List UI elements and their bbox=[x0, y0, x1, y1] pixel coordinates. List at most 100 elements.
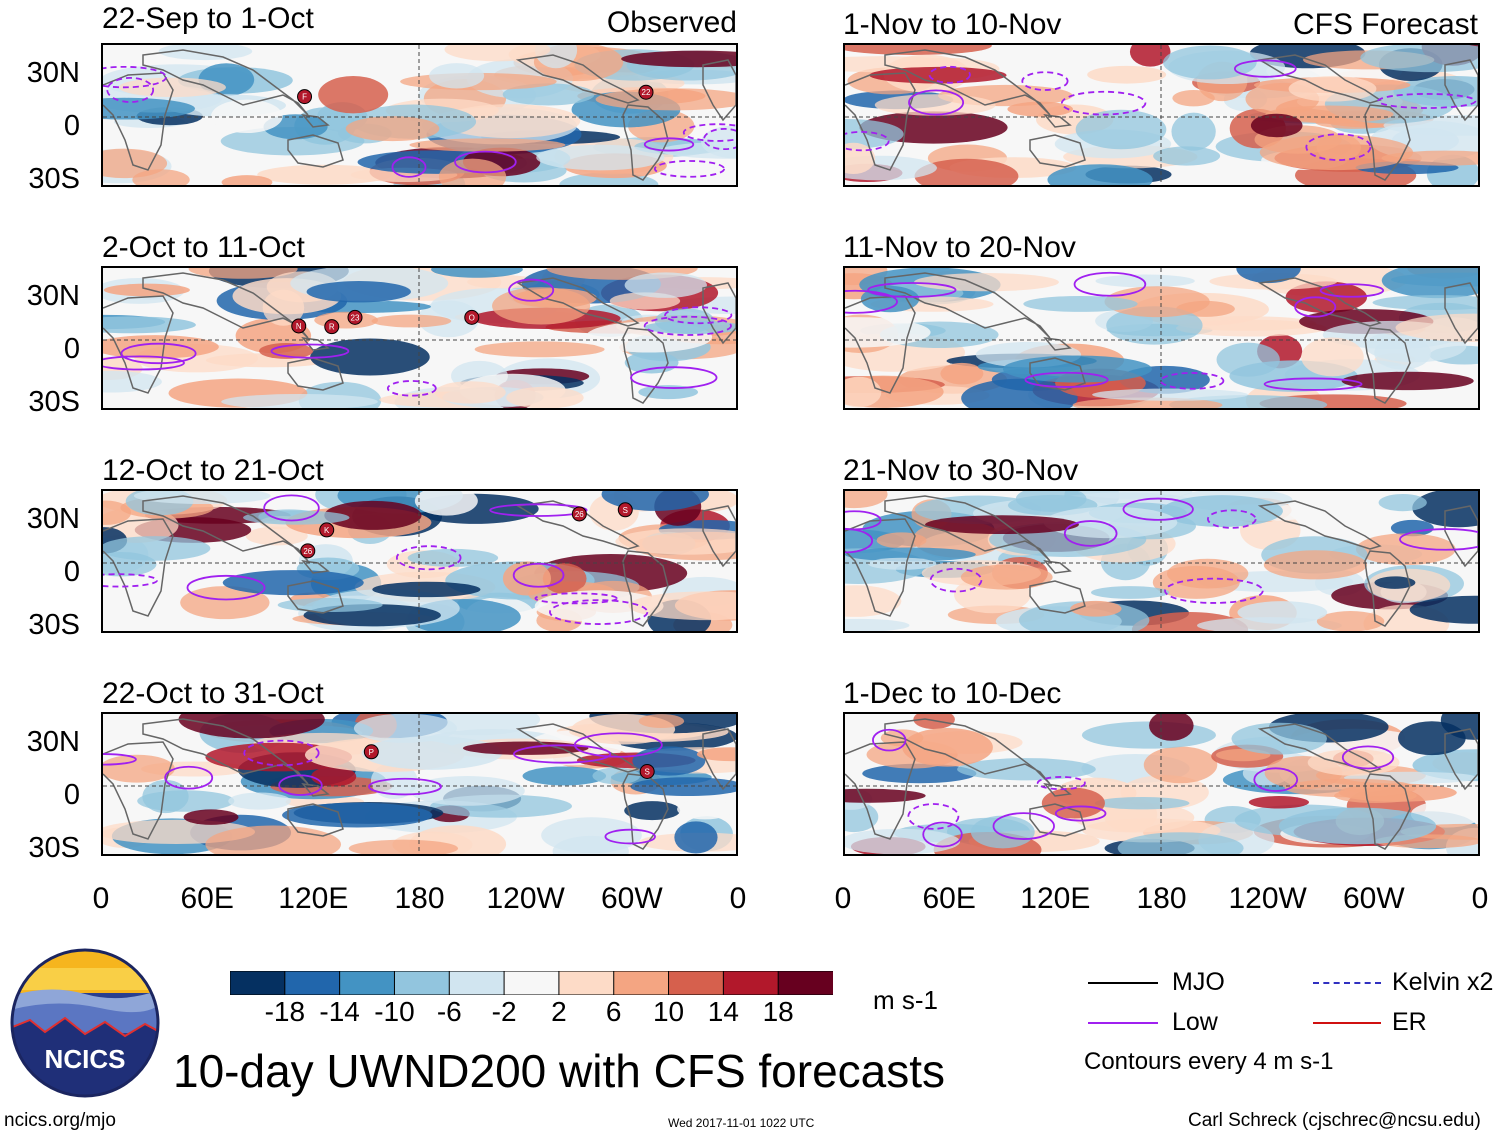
anomaly-blob bbox=[845, 618, 910, 631]
anomaly-blob bbox=[118, 77, 226, 98]
storm-marker: N bbox=[291, 318, 307, 334]
storm-marker-label: P bbox=[369, 748, 374, 757]
panel-title-obs-2: 2-Oct to 11-Oct bbox=[102, 231, 305, 264]
footer-timestamp: Wed 2017-11-01 1022 UTC bbox=[668, 1116, 815, 1130]
anomaly-blob bbox=[845, 547, 976, 562]
coastline bbox=[1257, 54, 1382, 104]
anomaly-blob bbox=[372, 581, 481, 598]
anomaly-blob bbox=[1117, 832, 1244, 854]
anomaly-blob bbox=[1412, 491, 1478, 528]
low-contour bbox=[534, 592, 618, 605]
low-contour bbox=[1054, 805, 1107, 822]
legend-low-line bbox=[1088, 1022, 1158, 1024]
anomaly-blob bbox=[1095, 274, 1195, 288]
colorbar-bin bbox=[777, 970, 835, 996]
low-contour bbox=[103, 355, 185, 371]
anomaly-blob bbox=[696, 747, 736, 762]
anomaly-blob bbox=[407, 548, 499, 567]
anomaly-blob bbox=[654, 308, 715, 334]
anomaly-blob bbox=[862, 763, 977, 784]
anomaly-blob bbox=[1263, 550, 1368, 580]
storm-marker: 23 bbox=[347, 309, 363, 325]
anomaly-blob bbox=[628, 591, 736, 621]
lat-label: 0 bbox=[63, 556, 80, 588]
anomaly-blob bbox=[361, 736, 503, 770]
anomaly-blob bbox=[324, 500, 422, 530]
anomaly-blob bbox=[1129, 45, 1171, 67]
anomaly-blob bbox=[845, 491, 888, 509]
lat-label: 30S bbox=[28, 832, 80, 864]
coastline bbox=[622, 104, 669, 181]
storm-marker: 26 bbox=[571, 506, 587, 522]
coastline bbox=[1257, 277, 1382, 327]
lon-label: 120E bbox=[278, 882, 349, 915]
anomaly-blob bbox=[970, 815, 1035, 849]
anomaly-blob bbox=[345, 116, 440, 142]
anomaly-blob bbox=[1007, 101, 1073, 117]
low-contour bbox=[1063, 520, 1118, 547]
coastline bbox=[301, 560, 330, 574]
low-contour bbox=[1319, 283, 1385, 298]
anomaly-blob bbox=[940, 362, 984, 385]
anomaly-blob bbox=[1355, 533, 1456, 566]
low-contour bbox=[243, 739, 320, 767]
anomaly-blob bbox=[1143, 746, 1218, 784]
coastline bbox=[702, 728, 736, 791]
colorbar-bin bbox=[668, 970, 725, 996]
coastline bbox=[1257, 500, 1382, 550]
low-contour bbox=[368, 777, 442, 796]
anomaly-blob bbox=[1070, 600, 1122, 617]
map-panel-fcst-2 bbox=[843, 266, 1480, 410]
low-contour bbox=[1206, 509, 1257, 529]
anomaly-blob bbox=[434, 381, 506, 404]
low-contour bbox=[682, 123, 736, 142]
panel-title-fcst-2: 11-Nov to 20-Nov bbox=[843, 231, 1076, 264]
anomaly-blob bbox=[1023, 295, 1138, 312]
anomaly-blob bbox=[925, 515, 1079, 535]
anomaly-blob bbox=[1250, 113, 1303, 138]
anomaly-blob bbox=[1341, 371, 1474, 391]
anomaly-blob bbox=[103, 316, 196, 334]
anomaly-blob bbox=[1248, 796, 1309, 809]
anomaly-blob bbox=[1166, 558, 1249, 589]
anomaly-blob bbox=[178, 714, 325, 739]
storm-marker: O bbox=[464, 309, 480, 325]
low-contour bbox=[908, 89, 965, 116]
low-contour bbox=[845, 528, 874, 554]
anomaly-blob bbox=[674, 821, 718, 854]
map-panel-fcst-4 bbox=[843, 712, 1480, 856]
colorbar-bin bbox=[503, 970, 560, 996]
anomaly-blob bbox=[444, 45, 551, 62]
lon-label: 60W bbox=[600, 882, 663, 915]
lat-label: 0 bbox=[63, 333, 80, 365]
colorbar-tick-label: 6 bbox=[605, 996, 622, 1027]
footer-url[interactable]: ncics.org/mjo bbox=[4, 1110, 116, 1131]
low-contour bbox=[1024, 371, 1109, 388]
low-contour bbox=[1399, 528, 1478, 551]
anomaly-blob bbox=[1087, 65, 1167, 84]
low-contour bbox=[845, 289, 898, 314]
anomaly-blob bbox=[1378, 493, 1427, 512]
low-contour bbox=[270, 343, 350, 359]
colorbar-bin bbox=[229, 970, 286, 996]
low-contour bbox=[867, 282, 957, 298]
anomaly-blob bbox=[867, 557, 937, 570]
low-contour bbox=[186, 574, 266, 601]
storm-marker: 26 bbox=[300, 543, 316, 559]
anomaly-blob bbox=[845, 585, 902, 617]
storm-marker-label: K bbox=[324, 526, 330, 535]
low-contour bbox=[454, 150, 517, 174]
low-contour bbox=[489, 503, 588, 517]
lon-label: 0 bbox=[834, 882, 852, 915]
low-contour bbox=[1253, 767, 1299, 792]
low-contour bbox=[1294, 296, 1337, 318]
logo-text: NCICS bbox=[44, 1044, 126, 1074]
colorbar-tick-label: -10 bbox=[374, 996, 415, 1027]
anomaly-blob bbox=[1047, 164, 1153, 185]
anomaly-blob bbox=[1237, 601, 1328, 624]
low-contour bbox=[508, 278, 555, 302]
anomaly-blob bbox=[1176, 319, 1327, 337]
low-contour bbox=[1060, 90, 1147, 116]
anomaly-blob bbox=[474, 341, 605, 358]
anomaly-blob bbox=[913, 714, 955, 730]
